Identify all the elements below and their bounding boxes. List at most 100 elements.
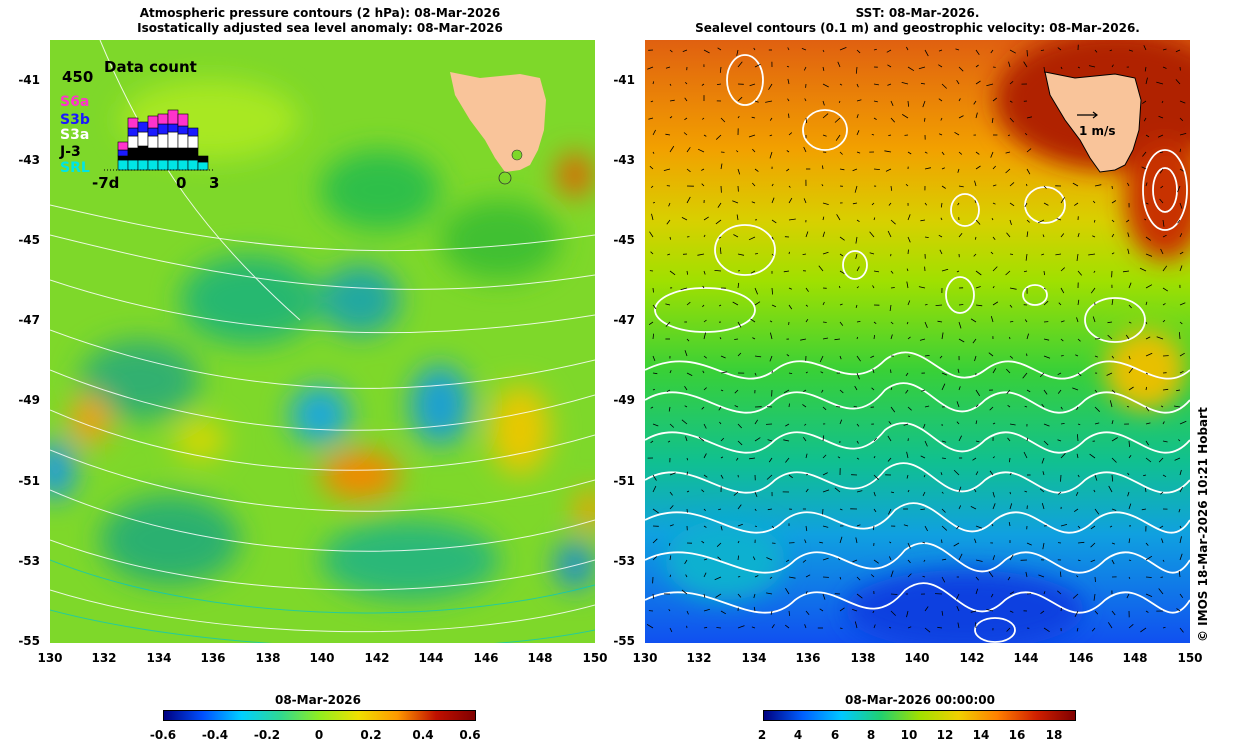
data-count-bar-segment — [157, 133, 169, 149]
velocity-scale-label: 1 m/s — [1079, 124, 1116, 138]
sst-colorbar-tick: 8 — [866, 728, 876, 742]
sla-colorbar-tick: 0.2 — [360, 728, 382, 742]
right-title-line1: SST: 08-Mar-2026. — [855, 6, 980, 20]
left-xtick: 144 — [418, 651, 444, 665]
sla-colorbar-tick: -0.2 — [253, 728, 281, 742]
pressure-contours — [50, 40, 595, 633]
geostrophic-velocity-arrows — [646, 44, 1187, 633]
data-count-bar-segment — [167, 123, 179, 133]
data-count-bar-segment — [137, 159, 149, 171]
right-xtick: 144 — [1013, 651, 1039, 665]
data-count-bar-segment — [127, 159, 139, 171]
data-count-bar-segment — [177, 113, 189, 127]
sla-colorbar-title: 08-Mar-2026 — [274, 693, 361, 707]
data-count-bars — [104, 109, 214, 171]
right-ytick: -55 — [613, 634, 635, 648]
data-count-bar-segment — [187, 135, 199, 149]
data-count-title: Data count — [104, 58, 197, 76]
right-xtick: 130 — [632, 651, 658, 665]
left-xtick: 150 — [582, 651, 608, 665]
data-count-bar-segment — [117, 155, 129, 161]
data-count-bar-segment — [187, 147, 199, 161]
data-count-bar-segment — [147, 147, 159, 161]
sst-colorbar-tick: 2 — [757, 728, 767, 742]
data-count-inset: Data count 450 S6a S3b S3a J-3 SRL -7d 0… — [58, 58, 220, 193]
data-count-bar-segment — [177, 147, 189, 161]
right-xtick: 138 — [850, 651, 876, 665]
sst-colorbar-tick: 14 — [972, 728, 990, 742]
right-xtick: 140 — [904, 651, 930, 665]
sst-colorbar-tick: 18 — [1045, 728, 1063, 742]
data-count-max: 450 — [62, 68, 94, 86]
left-ytick: -41 — [18, 73, 40, 87]
data-count-bar-segment — [177, 159, 189, 171]
mission-label-j3: J-3 — [60, 144, 81, 160]
right-xtick: 146 — [1068, 651, 1094, 665]
sla-colorbar-tick: -0.4 — [201, 728, 229, 742]
sst-colorbar — [763, 710, 1076, 721]
data-count-bar-segment — [137, 131, 149, 147]
left-ytick: -49 — [18, 393, 40, 407]
right-xtick: 150 — [1177, 651, 1203, 665]
sst-colorbar-tick: 4 — [793, 728, 803, 742]
data-count-bar-segment — [197, 155, 209, 163]
left-title-line1: Atmospheric pressure contours (2 hPa): 0… — [139, 6, 501, 20]
right-xtick: 142 — [959, 651, 985, 665]
inset-xlabel-left: -7d — [92, 174, 120, 192]
tasmania-land — [450, 72, 546, 172]
sla-map — [50, 40, 595, 643]
right-ytick: -53 — [613, 554, 635, 568]
mission-label-s3b: S3b — [60, 112, 90, 128]
sla-colorbar — [163, 710, 476, 721]
data-count-bar-segment — [157, 159, 169, 171]
sst-colorbar-tick: 16 — [1008, 728, 1026, 742]
left-xtick: 130 — [37, 651, 63, 665]
data-count-bar-segment — [157, 113, 169, 125]
king-island — [479, 85, 489, 95]
data-count-bar-segment — [147, 115, 159, 129]
left-ytick: -53 — [18, 554, 40, 568]
data-count-bar-segment — [197, 161, 209, 171]
data-count-bar-segment — [187, 159, 199, 171]
sla-colorbar-tick: 0.4 — [412, 728, 434, 742]
right-xtick: 148 — [1122, 651, 1148, 665]
tasmania-land-sst — [1044, 71, 1142, 173]
sla-colorbar-tick: 0 — [314, 728, 324, 742]
data-count-bar-segment — [167, 147, 179, 161]
left-xtick: 136 — [200, 651, 226, 665]
right-ytick: -51 — [613, 474, 635, 488]
data-count-bar-segment — [127, 117, 139, 129]
sealevel-contours — [645, 54, 1190, 643]
right-ytick: -49 — [613, 393, 635, 407]
data-count-bar-segment — [137, 145, 149, 161]
left-xtick: 138 — [255, 651, 281, 665]
data-count-bar-segment — [177, 133, 189, 149]
data-count-bar-segment — [117, 141, 129, 151]
sst-colorbar-tick: 10 — [900, 728, 918, 742]
left-ytick: -51 — [18, 474, 40, 488]
sla-colorbar-tick: -0.6 — [149, 728, 177, 742]
left-xtick: 140 — [309, 651, 335, 665]
left-xtick: 146 — [473, 651, 499, 665]
sla-colorbar-tick: 0.6 — [459, 728, 481, 742]
data-count-bar-segment — [167, 131, 179, 149]
mission-label-srl: SRL — [60, 160, 90, 176]
right-xtick: 134 — [741, 651, 767, 665]
left-xtick: 132 — [91, 651, 117, 665]
right-ytick: -45 — [613, 233, 635, 247]
data-count-bar-segment — [167, 159, 179, 171]
right-ytick: -43 — [613, 153, 635, 167]
left-ytick: -43 — [18, 153, 40, 167]
data-count-bar-segment — [127, 135, 139, 149]
data-count-bar-segment — [127, 127, 139, 137]
mission-label-s6a: S6a — [60, 94, 90, 110]
data-count-bar-segment — [147, 159, 159, 171]
data-count-bar-segment — [137, 121, 149, 133]
sst-colorbar-tick: 12 — [936, 728, 954, 742]
data-count-bar-segment — [157, 123, 169, 135]
bar-stacks — [117, 109, 209, 171]
inset-xlabel-right: 3 — [209, 174, 220, 192]
left-xtick: 148 — [527, 651, 553, 665]
right-xtick: 136 — [795, 651, 821, 665]
data-count-bar-segment — [127, 147, 139, 161]
